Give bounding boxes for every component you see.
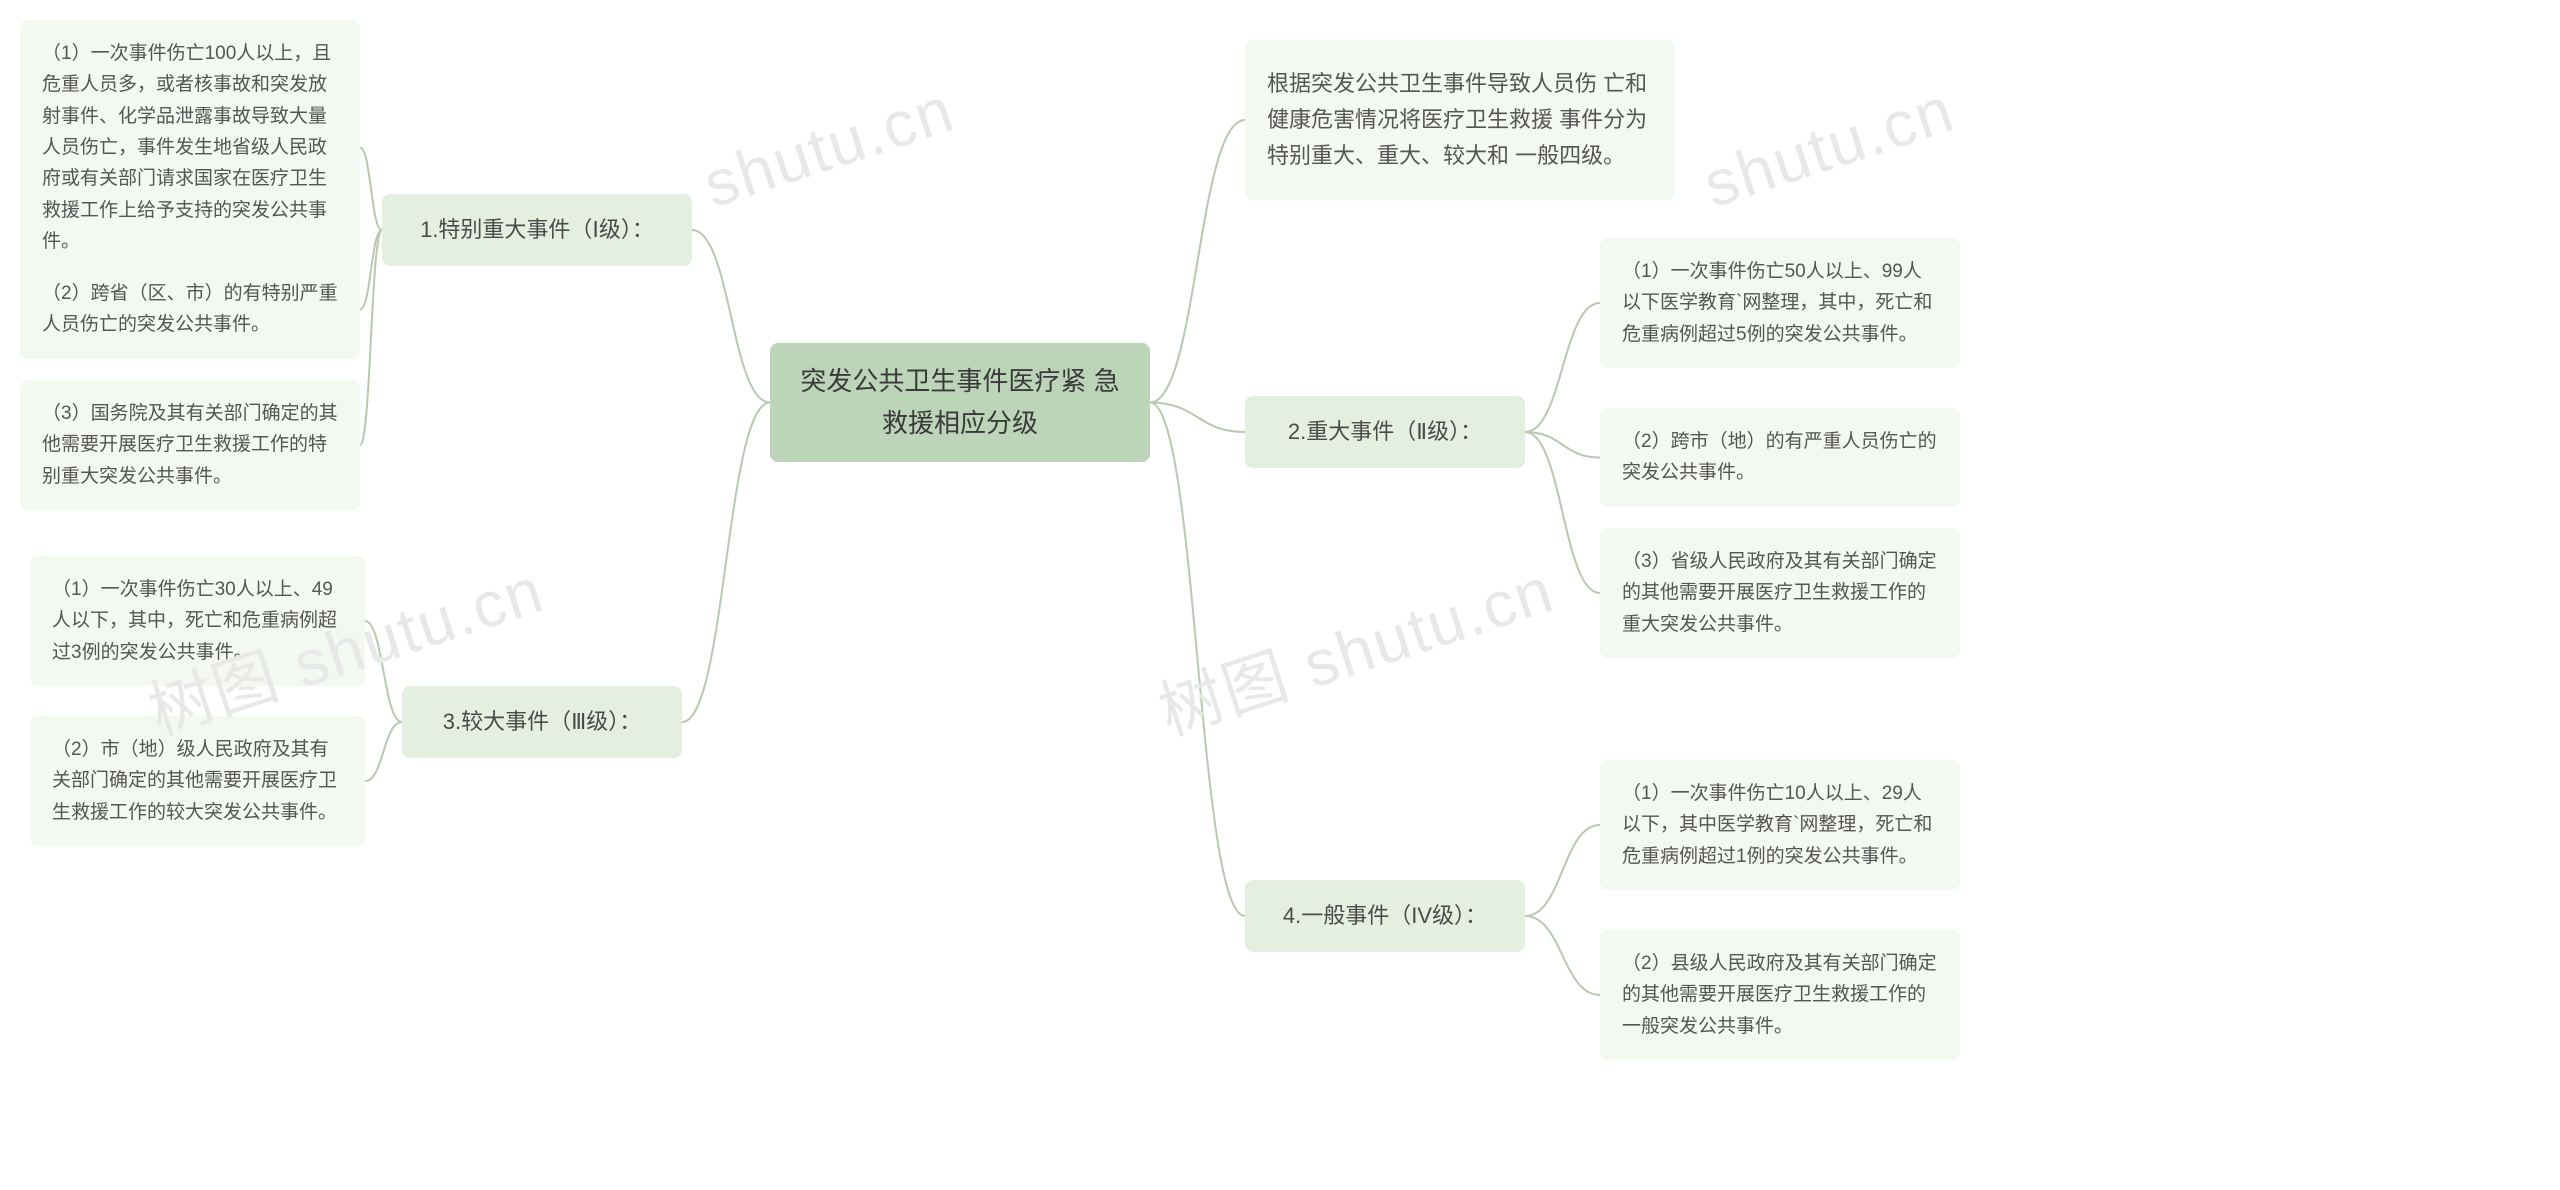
leaf-text: （1）一次事件伤亡30人以上、49人以下，其中，死亡和危重病例超过3例的突发公共…: [52, 574, 343, 668]
leaf-node: （2）县级人民政府及其有关部门确定的其他需要开展医疗卫生救援工作的一般突发公共事…: [1600, 930, 1960, 1060]
root-text: 突发公共卫生事件医疗紧 急救援相应分级: [792, 361, 1128, 444]
watermark: 树图 shutu.cn: [1146, 539, 1564, 753]
category-node-level4: 4.一般事件（IV级）：: [1245, 880, 1525, 952]
leaf-node: （2）跨省（区、市）的有特别严重人员伤亡的突发公共事件。: [20, 260, 360, 359]
mindmap-root-node: 突发公共卫生事件医疗紧 急救援相应分级: [770, 343, 1150, 462]
watermark: shutu.cn: [695, 72, 963, 222]
leaf-node: （1）一次事件伤亡50人以上、99人以下医学教育`网整理，其中，死亡和危重病例超…: [1600, 238, 1960, 368]
category-label: 3.较大事件（Ⅲ级）：: [443, 704, 642, 740]
leaf-node: （2）市（地）级人民政府及其有关部门确定的其他需要开展医疗卫生救援工作的较大突发…: [30, 716, 365, 846]
leaf-text: （3）省级人民政府及其有关部门确定的其他需要开展医疗卫生救援工作的重大突发公共事…: [1622, 546, 1938, 640]
leaf-text: （2）市（地）级人民政府及其有关部门确定的其他需要开展医疗卫生救援工作的较大突发…: [52, 734, 343, 828]
leaf-node: （3）省级人民政府及其有关部门确定的其他需要开展医疗卫生救援工作的重大突发公共事…: [1600, 528, 1960, 658]
leaf-node: （1）一次事件伤亡100人以上，且危重人员多，或者核事故和突发放射事件、化学品泄…: [20, 20, 360, 275]
leaf-text: （2）县级人民政府及其有关部门确定的其他需要开展医疗卫生救援工作的一般突发公共事…: [1622, 948, 1938, 1042]
leaf-node: （3）国务院及其有关部门确定的其他需要开展医疗卫生救援工作的特别重大突发公共事件…: [20, 380, 360, 510]
category-node-level2: 2.重大事件（Ⅱ级）：: [1245, 396, 1525, 468]
leaf-node: （1）一次事件伤亡30人以上、49人以下，其中，死亡和危重病例超过3例的突发公共…: [30, 556, 365, 686]
leaf-text: （3）国务院及其有关部门确定的其他需要开展医疗卫生救援工作的特别重大突发公共事件…: [42, 398, 338, 492]
category-node-level3: 3.较大事件（Ⅲ级）：: [402, 686, 682, 758]
category-label: 2.重大事件（Ⅱ级）：: [1288, 414, 1482, 450]
intro-text: 根据突发公共卫生事件导致人员伤 亡和健康危害情况将医疗卫生救援 事件分为特别重大…: [1267, 66, 1653, 175]
intro-node: 根据突发公共卫生事件导致人员伤 亡和健康危害情况将医疗卫生救援 事件分为特别重大…: [1245, 40, 1675, 200]
leaf-text: （1）一次事件伤亡100人以上，且危重人员多，或者核事故和突发放射事件、化学品泄…: [42, 38, 338, 257]
leaf-node: （2）跨市（地）的有严重人员伤亡的突发公共事件。: [1600, 408, 1960, 507]
category-label: 4.一般事件（IV级）：: [1283, 898, 1487, 934]
leaf-node: （1）一次事件伤亡10人以上、29人以下，其中医学教育`网整理，死亡和危重病例超…: [1600, 760, 1960, 890]
leaf-text: （1）一次事件伤亡10人以上、29人以下，其中医学教育`网整理，死亡和危重病例超…: [1622, 778, 1938, 872]
category-node-level1: 1.特别重大事件（Ⅰ级）：: [382, 194, 692, 266]
leaf-text: （2）跨市（地）的有严重人员伤亡的突发公共事件。: [1622, 426, 1938, 489]
category-label: 1.特别重大事件（Ⅰ级）：: [420, 212, 654, 248]
leaf-text: （2）跨省（区、市）的有特别严重人员伤亡的突发公共事件。: [42, 278, 338, 341]
leaf-text: （1）一次事件伤亡50人以上、99人以下医学教育`网整理，其中，死亡和危重病例超…: [1622, 256, 1938, 350]
watermark: shutu.cn: [1695, 72, 1963, 222]
